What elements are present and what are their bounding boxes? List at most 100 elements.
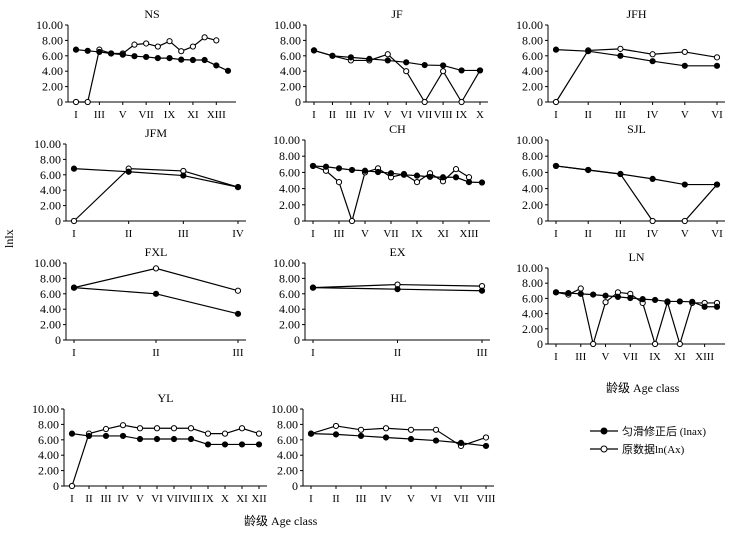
x-tick-label: III — [233, 347, 244, 359]
data-point-smoothed — [143, 53, 150, 61]
data-point-smoothed — [457, 439, 465, 446]
data-point-smoothed — [482, 442, 490, 450]
x-tick-label: VII — [139, 109, 155, 121]
x-tick-label: II — [394, 347, 402, 359]
x-tick-label: VI — [151, 493, 163, 505]
data-point-smoothed — [701, 303, 708, 310]
x-tick-label: IV — [117, 493, 129, 505]
data-point-smoothed — [309, 284, 317, 291]
y-tick-label: 6.00 — [277, 433, 298, 447]
data-point-smoothed — [329, 52, 336, 59]
data-point-raw — [421, 98, 428, 106]
data-point-smoothed — [432, 437, 440, 444]
y-tick-label: 0 — [294, 214, 300, 228]
data-point-smoothed — [465, 179, 473, 186]
data-point-raw — [204, 430, 212, 437]
data-point-raw — [131, 41, 138, 48]
data-point-smoothed — [384, 57, 391, 64]
x-tick-label: VII — [383, 228, 399, 240]
series-line-smoothed — [313, 49, 480, 72]
data-point-smoothed — [347, 54, 354, 61]
data-point-smoothed — [387, 170, 395, 177]
y-tick-label: 4.00 — [279, 182, 300, 196]
data-point-raw — [382, 425, 390, 432]
y-tick-label: 10.00 — [273, 133, 300, 147]
y-tick-label: 4.00 — [522, 182, 543, 196]
y-tick-label: 10.00 — [36, 18, 63, 32]
data-point-raw — [602, 299, 609, 306]
data-point-smoothed — [713, 181, 721, 188]
data-point-smoothed — [649, 58, 656, 65]
y-tick-label: 4.00 — [277, 448, 298, 462]
data-point-raw — [119, 422, 127, 429]
x-tick-label: IV — [232, 228, 244, 240]
series-line-smoothed — [73, 168, 239, 188]
y-tick-label: 2.00 — [42, 80, 63, 94]
y-tick-label: 6.00 — [40, 168, 61, 182]
data-point-smoothed — [585, 166, 592, 174]
x-tick-label: I — [554, 351, 558, 363]
x-tick-label: II — [585, 228, 593, 240]
data-point-smoothed — [234, 184, 242, 191]
y-tick-label: 4.00 — [38, 448, 59, 462]
data-point-raw — [676, 340, 683, 348]
y-tick-label: 6.00 — [42, 49, 63, 63]
data-point-smoothed — [322, 163, 330, 170]
data-point-smoothed — [585, 48, 592, 55]
data-point-smoothed — [131, 53, 138, 60]
data-point-smoothed — [552, 162, 560, 170]
data-point-raw — [552, 98, 560, 106]
data-point-smoothed — [204, 441, 212, 448]
x-tick-label: XI — [187, 109, 199, 121]
data-point-smoothed — [119, 51, 126, 58]
data-point-raw — [152, 265, 160, 272]
x-tick-label: III — [356, 493, 367, 505]
x-tick-label: II — [329, 109, 337, 121]
x-tick-label: IV — [647, 109, 659, 121]
x-tick-label: VI — [400, 109, 412, 121]
x-tick-label: I — [74, 109, 78, 121]
y-tick-label: 10.00 — [273, 256, 300, 270]
y-tick-label: 8.00 — [522, 149, 543, 163]
data-point-smoothed — [102, 432, 110, 440]
x-axis-label-row4: 龄级 Age class — [244, 514, 318, 528]
y-tick-label: 2.00 — [40, 318, 61, 332]
data-point-smoothed — [125, 168, 132, 175]
data-point-smoothed — [681, 181, 688, 188]
y-tick-label: 2.00 — [279, 318, 300, 332]
data-point-smoothed — [639, 296, 646, 303]
y-tick-label: 6.00 — [279, 287, 300, 301]
data-point-smoothed — [713, 303, 721, 310]
data-point-smoothed — [309, 162, 317, 170]
data-point-smoothed — [452, 174, 460, 181]
y-tick-label: 6.00 — [280, 49, 301, 63]
series-line-raw — [73, 168, 239, 222]
data-point-raw — [713, 54, 721, 61]
data-point-smoothed — [361, 167, 369, 174]
data-point-raw — [136, 425, 144, 432]
y-tick-label: 8.00 — [522, 276, 543, 290]
data-point-raw — [649, 217, 656, 225]
y-tick-label: 4.00 — [522, 307, 543, 321]
x-tick-label: I — [311, 347, 315, 359]
data-point-smoothed — [178, 56, 185, 63]
data-point-smoothed — [403, 59, 410, 66]
data-point-raw — [154, 43, 161, 50]
data-point-smoothed — [307, 430, 315, 437]
data-point-raw — [170, 425, 178, 432]
data-point-smoothed — [366, 55, 373, 62]
data-point-raw — [413, 179, 421, 186]
data-point-raw — [143, 40, 150, 47]
data-point-smoothed — [357, 432, 365, 440]
y-tick-label: 10.00 — [516, 18, 543, 32]
data-point-smoothed — [154, 55, 161, 62]
data-point-smoothed — [664, 298, 671, 305]
x-tick-label: VII — [623, 351, 639, 363]
x-tick-label: III — [477, 347, 488, 359]
x-tick-label: I — [311, 228, 315, 240]
data-point-smoothed — [84, 47, 91, 54]
